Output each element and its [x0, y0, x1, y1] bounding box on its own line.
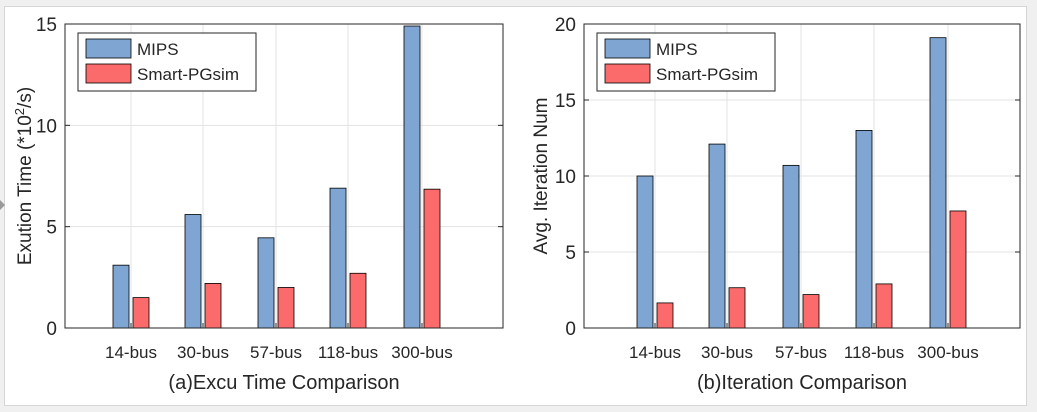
y-tick-label-a-2: 10 — [36, 116, 57, 137]
legend-swatch-b-0 — [604, 38, 651, 59]
y-tick-label-a-0: 0 — [46, 319, 57, 340]
x-tick-label-b-1: 30-bus — [701, 343, 753, 362]
legend-label-a-1: Smart-PGsim — [137, 65, 239, 84]
bar-a-smart-pgsim-3 — [349, 272, 367, 329]
x-axis-label-b: (b)Iteration Comparison — [697, 372, 907, 394]
bar-b-mips-0 — [636, 175, 654, 329]
bar-b-smart-pgsim-4 — [949, 210, 967, 329]
y-tick-label-b-0: 0 — [565, 319, 576, 340]
x-tick-label-b-0: 14-bus — [629, 343, 681, 362]
legend-swatch-a-1 — [85, 63, 132, 84]
legend-swatch-b-1 — [604, 63, 651, 84]
bar-a-mips-2 — [257, 237, 275, 329]
y-tick-label-b-3: 15 — [555, 91, 576, 112]
chart-b: 0 5 10 15 20 14-bus 30-bus 57-bus 118-bus 300-bus… — [531, 15, 1021, 394]
legend-a: MIPS Smart-PGsim — [77, 32, 257, 92]
bar-a-mips-1 — [184, 214, 202, 329]
x-tick-label-a-0: 14-bus — [105, 343, 157, 362]
chart-a: 0 5 10 15 14-bus 30-bus 57-bus 118-bus 300-bus (a… — [12, 15, 504, 394]
bar-b-mips-3 — [855, 129, 873, 329]
y-axis-label-suffix-a: /s) — [15, 87, 36, 108]
bar-b-mips-4 — [929, 37, 947, 329]
bar-a-smart-pgsim-1 — [204, 283, 222, 329]
x-tick-label-a-1: 30-bus — [177, 343, 229, 362]
x-tick-label-b-4: 300-bus — [917, 343, 978, 362]
bar-b-smart-pgsim-2 — [802, 294, 820, 329]
bar-b-smart-pgsim-3 — [875, 283, 893, 329]
bar-b-mips-1 — [708, 143, 726, 329]
bar-b-smart-pgsim-0 — [656, 302, 674, 329]
y-axis-label-superscript-a: 2 — [12, 108, 27, 115]
y-tick-label-b-1: 5 — [565, 243, 576, 264]
legend-swatch-a-0 — [85, 38, 132, 59]
x-axis-label-a: (a)Excu Time Comparison — [168, 372, 399, 394]
y-tick-label-a-1: 5 — [46, 218, 57, 239]
bar-a-mips-0 — [112, 264, 130, 329]
legend-b: MIPS Smart-PGsim — [596, 32, 776, 92]
y-axis-label-a: Exution Time (*102/s) — [12, 87, 37, 265]
legend-label-b-0: MIPS — [656, 40, 698, 59]
y-tick-label-b-2: 10 — [555, 167, 576, 188]
legend-label-a-0: MIPS — [137, 40, 179, 59]
x-tick-label-a-4: 300-bus — [391, 343, 452, 362]
x-tick-label-b-3: 118-bus — [844, 343, 904, 362]
bar-b-mips-2 — [782, 164, 800, 329]
x-tick-label-b-2: 57-bus — [775, 343, 827, 362]
x-tick-label-a-2: 57-bus — [250, 343, 302, 362]
axes-box-a — [64, 23, 504, 329]
x-tick-label-a-3: 118-bus — [318, 343, 378, 362]
y-axis-label-b: Avg. Iteration Num — [531, 97, 552, 254]
y-tick-label-a-3: 15 — [36, 15, 57, 36]
bar-a-smart-pgsim-4 — [423, 188, 441, 329]
bar-b-smart-pgsim-1 — [728, 287, 746, 329]
y-tick-label-b-4: 20 — [555, 15, 576, 36]
legend-label-b-1: Smart-PGsim — [656, 65, 758, 84]
bar-a-smart-pgsim-2 — [277, 287, 295, 329]
bar-a-mips-4 — [403, 25, 421, 329]
bar-a-smart-pgsim-0 — [132, 297, 150, 329]
bar-a-mips-3 — [329, 187, 347, 329]
collapse-arrow-icon — [0, 200, 5, 210]
